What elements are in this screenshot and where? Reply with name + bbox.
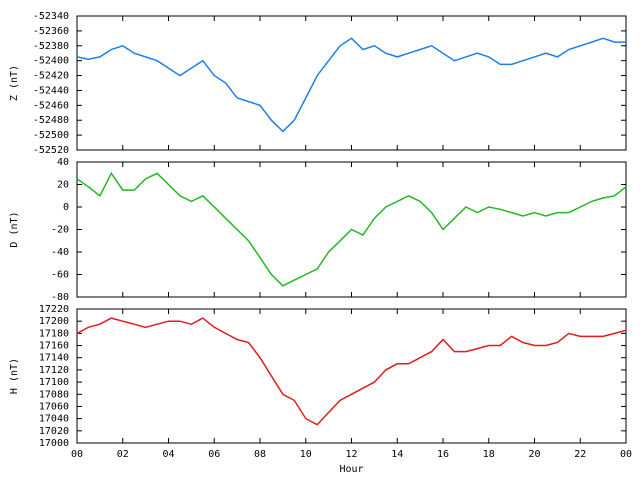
y-tick-label: -20: [51, 225, 69, 236]
y-tick-label: 17160: [39, 341, 69, 352]
y-tick-label: -52360: [33, 26, 69, 37]
y-tick-label: -52500: [33, 130, 69, 141]
y-axis-label: D (nT): [9, 211, 20, 247]
x-tick-label: 02: [117, 449, 129, 460]
y-tick-label: -52400: [33, 56, 69, 67]
x-tick-label: 12: [345, 449, 357, 460]
y-tick-label: 17140: [39, 353, 69, 364]
y-tick-label: -60: [51, 270, 69, 281]
y-tick-label: 17060: [39, 401, 69, 412]
x-axis-label: Hour: [339, 464, 363, 475]
y-tick-label: 17080: [39, 389, 69, 400]
x-tick-label: 00: [620, 449, 632, 460]
plot-frame: [76, 15, 627, 151]
x-tick-label: 00: [71, 449, 83, 460]
y-tick-label: 17180: [39, 328, 69, 339]
y-tick-label: 20: [57, 180, 69, 191]
y-tick-label: 0: [63, 202, 69, 213]
y-tick-label: 17220: [39, 304, 69, 315]
x-tick-label: 18: [483, 449, 495, 460]
y-tick-label: -52340: [33, 11, 69, 22]
y-tick-label: 17000: [39, 438, 69, 449]
data-line: [76, 317, 627, 426]
y-axis-label: Z (nT): [9, 65, 20, 101]
x-tick-label: 22: [574, 449, 586, 460]
y-tick-label: -52460: [33, 100, 69, 111]
x-tick-label: 04: [162, 449, 174, 460]
x-tick-label: 08: [254, 449, 266, 460]
y-tick-label: 17100: [39, 377, 69, 388]
y-tick-label: -40: [51, 247, 69, 258]
y-tick-label: 17020: [39, 426, 69, 437]
x-tick-label: 06: [208, 449, 220, 460]
x-tick-label: 14: [391, 449, 403, 460]
y-tick-label: -52440: [33, 85, 69, 96]
y-tick-label: -52380: [33, 41, 69, 52]
y-tick-label: -80: [51, 292, 69, 303]
y-tick-label: 40: [57, 157, 69, 168]
y-tick-label: -52480: [33, 115, 69, 126]
data-line: [76, 37, 626, 133]
y-tick-label: 17200: [39, 316, 69, 327]
x-tick-label: 20: [528, 449, 540, 460]
plot-frame: [76, 308, 627, 444]
y-tick-label: -52520: [33, 145, 69, 156]
x-tick-label: 10: [300, 449, 312, 460]
x-tick-label: 16: [437, 449, 449, 460]
y-tick-label: -52420: [33, 71, 69, 82]
y-tick-label: 17120: [39, 365, 69, 376]
y-tick-label: 17040: [39, 414, 69, 425]
y-axis-label: H (nT): [9, 358, 20, 394]
data-line: [76, 171, 627, 287]
